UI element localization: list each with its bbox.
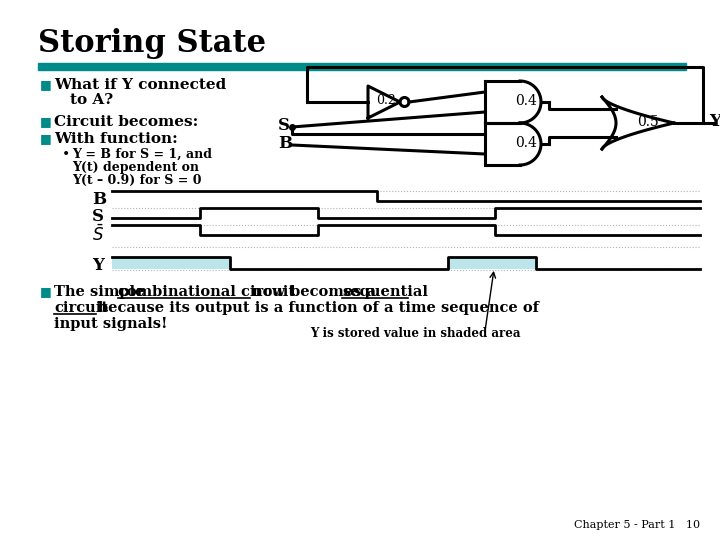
Text: now becomes a: now becomes a bbox=[252, 285, 381, 299]
FancyBboxPatch shape bbox=[447, 257, 536, 269]
Text: B: B bbox=[278, 134, 292, 152]
Text: Chapter 5 - Part 1   10: Chapter 5 - Part 1 10 bbox=[574, 520, 700, 530]
Text: 0.2: 0.2 bbox=[376, 94, 396, 107]
Text: S: S bbox=[92, 208, 104, 225]
Text: Y(t – 0.9) for S = 0: Y(t – 0.9) for S = 0 bbox=[72, 174, 202, 187]
Text: sequential: sequential bbox=[342, 285, 428, 299]
Text: Y: Y bbox=[92, 257, 104, 274]
Text: because its output is a function of a time sequence of: because its output is a function of a ti… bbox=[98, 301, 539, 315]
Text: Y = B for S = 1, and: Y = B for S = 1, and bbox=[72, 148, 212, 161]
Text: S: S bbox=[278, 117, 290, 133]
Text: circuit: circuit bbox=[54, 301, 108, 315]
Text: 0.5: 0.5 bbox=[637, 115, 659, 129]
FancyBboxPatch shape bbox=[112, 257, 230, 269]
Text: With function:: With function: bbox=[54, 132, 178, 146]
Text: Circuit becomes:: Circuit becomes: bbox=[54, 115, 198, 129]
Text: The simple: The simple bbox=[54, 285, 150, 299]
Text: B: B bbox=[92, 191, 106, 208]
Text: input signals!: input signals! bbox=[54, 317, 168, 331]
Text: combinational circuit: combinational circuit bbox=[118, 285, 295, 299]
Text: ■: ■ bbox=[40, 78, 52, 91]
Text: What if Y connected: What if Y connected bbox=[54, 78, 226, 92]
Text: Storing State: Storing State bbox=[38, 28, 266, 59]
FancyBboxPatch shape bbox=[38, 63, 686, 70]
Text: •: • bbox=[62, 148, 71, 162]
Text: ■: ■ bbox=[40, 132, 52, 145]
Text: Y(t) dependent on: Y(t) dependent on bbox=[72, 161, 199, 174]
Text: ■: ■ bbox=[40, 285, 52, 298]
Text: to A?: to A? bbox=[70, 93, 113, 107]
Text: 0.4: 0.4 bbox=[515, 136, 537, 150]
Text: $\bar{S}$: $\bar{S}$ bbox=[92, 225, 104, 246]
Text: Y: Y bbox=[709, 112, 720, 130]
Text: 0.4: 0.4 bbox=[515, 94, 537, 108]
Text: Y is stored value in shaded area: Y is stored value in shaded area bbox=[310, 327, 521, 340]
Text: ■: ■ bbox=[40, 115, 52, 128]
